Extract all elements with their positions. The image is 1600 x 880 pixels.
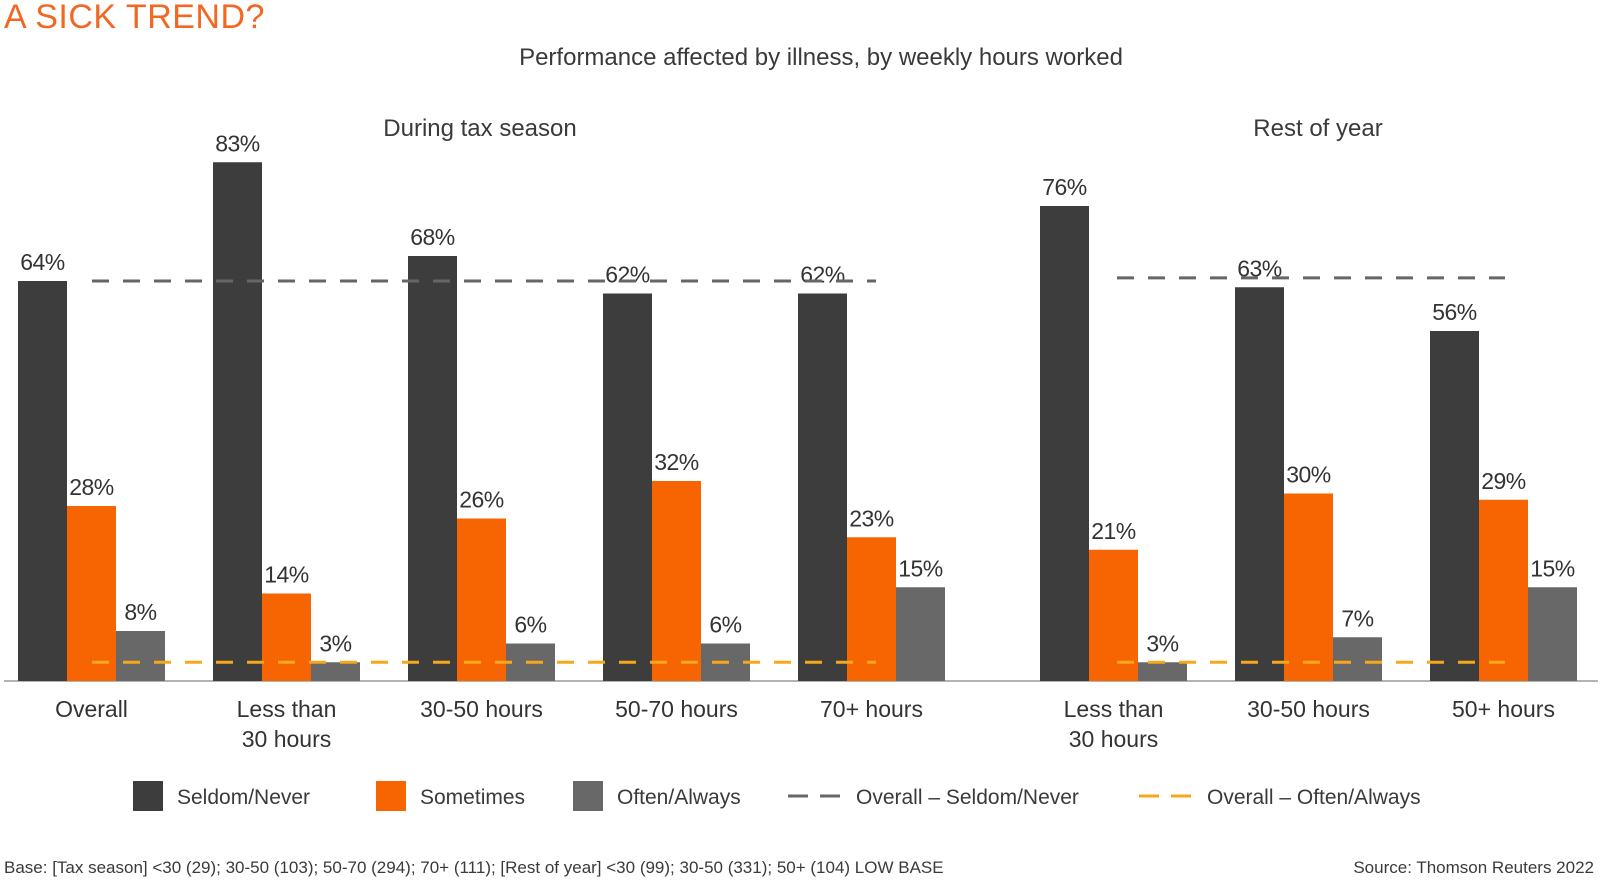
bar-sometimes (457, 518, 506, 681)
data-label: 68% (410, 224, 455, 250)
legend-label: Sometimes (420, 786, 525, 809)
data-label: 62% (605, 262, 650, 288)
data-label: 3% (319, 630, 351, 656)
source-note: Source: Thomson Reuters 2022 (1353, 858, 1594, 877)
bar-seldom-never (798, 293, 847, 681)
bar-often-always (896, 587, 945, 681)
data-label: 64% (20, 249, 65, 275)
data-label: 28% (69, 474, 114, 500)
bar-seldom-never (213, 162, 262, 681)
data-label: 7% (1341, 605, 1373, 631)
legend-label: Often/Always (617, 786, 741, 809)
bar-seldom-never (603, 293, 652, 681)
bar-sometimes (1089, 549, 1138, 681)
bar-seldom-never (1235, 287, 1284, 681)
legend-swatch (376, 781, 406, 811)
bar-seldom-never (408, 256, 457, 681)
bar-sometimes (1284, 493, 1333, 681)
x-tick-label: 70+ hours (820, 696, 923, 722)
data-label: 21% (1091, 518, 1136, 544)
bar-often-always (1138, 662, 1187, 681)
bar-often-always (1528, 587, 1577, 681)
base-note: Base: [Tax season] <30 (29); 30-50 (103)… (4, 858, 944, 877)
data-label: 6% (514, 612, 546, 638)
data-label: 26% (459, 487, 504, 513)
data-label: 8% (124, 599, 156, 625)
chart-title: A SICK TREND? (4, 0, 265, 36)
bar-often-always (1333, 637, 1382, 681)
bar-often-always (311, 662, 360, 681)
bar-seldom-never (1430, 331, 1479, 681)
bar-seldom-never (18, 281, 67, 681)
data-label: 62% (800, 262, 845, 288)
x-tick-label: 30-50 hours (1247, 696, 1370, 722)
legend-label: Overall – Often/Always (1207, 786, 1421, 809)
panel-title: During tax season (383, 115, 576, 142)
data-label: 6% (709, 612, 741, 638)
data-label: 14% (264, 562, 309, 588)
x-tick-label: 30-50 hours (420, 696, 543, 722)
data-label: 56% (1432, 299, 1477, 325)
bar-sometimes (262, 593, 311, 681)
data-label: 30% (1286, 462, 1331, 488)
data-label: 15% (898, 555, 943, 581)
legend-swatch (133, 781, 163, 811)
bar-often-always (116, 631, 165, 681)
data-label: 76% (1042, 174, 1087, 200)
legend-label: Overall – Seldom/Never (856, 786, 1079, 809)
data-label: 32% (654, 449, 699, 475)
x-tick-label: 50-70 hours (615, 696, 738, 722)
data-label: 3% (1146, 630, 1178, 656)
bar-sometimes (652, 481, 701, 681)
x-tick-label: Less than 30 hours (1064, 696, 1164, 752)
data-label: 29% (1481, 468, 1526, 494)
legend-swatch (573, 781, 603, 811)
bar-sometimes (67, 506, 116, 681)
bar-sometimes (847, 537, 896, 681)
x-tick-label: 50+ hours (1452, 696, 1555, 722)
data-label: 23% (849, 505, 894, 531)
bar-seldom-never (1040, 206, 1089, 681)
bar-sometimes (1479, 499, 1528, 681)
panel-title: Rest of year (1253, 115, 1382, 142)
chart-subtitle: Performance affected by illness, by week… (519, 44, 1123, 71)
legend-label: Seldom/Never (177, 786, 310, 809)
x-tick-label: Overall (55, 696, 128, 722)
x-tick-label: Less than 30 hours (237, 696, 337, 752)
data-label: 83% (215, 130, 260, 156)
data-label: 15% (1530, 555, 1575, 581)
